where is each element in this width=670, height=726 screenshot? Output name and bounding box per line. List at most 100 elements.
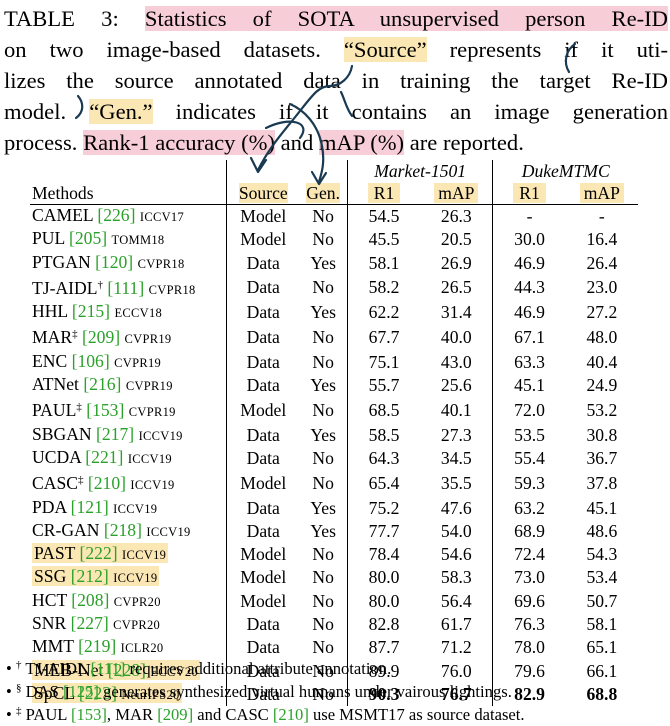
method-name: ATNet [216] CVPR19 bbox=[32, 374, 173, 395]
cell-duke-map: 16.4 bbox=[586, 229, 618, 250]
caption-highlight-source: “Source” bbox=[343, 37, 427, 62]
cell-market-map: 20.5 bbox=[440, 229, 472, 250]
cell-market-r1: 58.1 bbox=[368, 252, 400, 273]
cell-market-map: 35.5 bbox=[440, 472, 472, 493]
cell-duke-r1: 67.1 bbox=[492, 324, 566, 351]
cell-method: PDA [121] ICCV19 bbox=[30, 497, 227, 520]
method-citation: [223] bbox=[78, 682, 117, 703]
cell-source: Data bbox=[226, 636, 300, 660]
table-row: CAMEL [226] ICCV17 Model No 54.5 26.3- - bbox=[30, 204, 638, 229]
cell-source: Data bbox=[226, 659, 300, 683]
cell-market-map: 56.4 bbox=[440, 590, 472, 611]
method-venue: CVPR18 bbox=[148, 282, 196, 297]
method-name: HCT [208] CVPR20 bbox=[32, 589, 161, 610]
cell-market-map: 31.4 bbox=[440, 302, 472, 323]
cell-market-map: 27.3 bbox=[440, 424, 472, 445]
caption-highlight-1: Statistics of SOTA unsupervised person R… bbox=[144, 6, 668, 31]
table-row: SpCL [223] NeurIPS20 Data No 90.3 76.7 82.9 68… bbox=[30, 682, 638, 707]
cell-duke-map: 53.2 bbox=[586, 399, 618, 420]
cell-duke-r1: 63.3 bbox=[492, 350, 566, 375]
cell-method: CR-GAN [218] ICCV19 bbox=[30, 520, 227, 543]
method-name: PDA [121] ICCV19 bbox=[32, 496, 158, 517]
cell-method: CAMEL [226] ICCV17 bbox=[30, 205, 227, 229]
cell-market-map: 71.2 bbox=[440, 637, 472, 658]
cell-market-r1: 54.5 bbox=[368, 206, 400, 226]
caption-highlight-map: mAP (%) bbox=[318, 130, 405, 155]
method-venue: CVPR19 bbox=[124, 332, 172, 347]
method-venue: ICCV19 bbox=[127, 451, 172, 466]
cell-source: Data bbox=[226, 350, 300, 375]
table-header-datasets: Market-1501 DukeMTMC bbox=[30, 160, 638, 182]
table-row: MEB-Net [228] ECCV20 Data No 89.9 76.0 79.6 66… bbox=[30, 659, 638, 683]
cell-duke-map: 37.8 bbox=[586, 472, 618, 493]
cell-method: PUL [205] TOMM18 bbox=[30, 228, 227, 251]
cell-market-map: 26.9 bbox=[440, 252, 472, 273]
cell-duke-map: - bbox=[598, 206, 605, 226]
caption-line-2: on two image-based datasets. “Source” re… bbox=[4, 37, 668, 62]
method-name: UCDA [221] ICCV19 bbox=[32, 446, 172, 467]
method-name: MAR‡ [209] CVPR19 bbox=[32, 327, 172, 348]
header-market-map: mAP bbox=[420, 182, 493, 205]
caption-highlight-rank1: Rank-1 accuracy (%) bbox=[83, 130, 275, 155]
cell-source: Data bbox=[226, 613, 300, 637]
table-row: TJ-AIDL† [111] CVPR18 Data No 58.2 26.5 44.3 2… bbox=[30, 274, 638, 302]
cell-market-r1: 45.5 bbox=[368, 229, 400, 250]
footnote-section: • § DAS [125] generates synthesized virt… bbox=[6, 682, 512, 701]
method-venue: ICCV19 bbox=[138, 428, 183, 443]
method-name: HHL [215] ECCV18 bbox=[32, 301, 163, 322]
cell-duke-r1: 46.9 bbox=[492, 301, 566, 325]
cell-market-r1: 65.4 bbox=[368, 472, 400, 493]
cell-duke-r1: 78.0 bbox=[492, 636, 566, 660]
table-row: SBGAN [217] ICCV19 Data Yes 58.5 27.3 53.5 30.… bbox=[30, 423, 638, 447]
cell-duke-r1: 69.6 bbox=[492, 589, 566, 614]
method-venue: CVPR20 bbox=[113, 594, 161, 609]
cell-method: CASC‡ [210] ICCV19 bbox=[30, 470, 227, 496]
cell-gen: No bbox=[299, 204, 348, 229]
method-citation: [218] bbox=[103, 519, 142, 540]
method-citation: [222] bbox=[79, 543, 118, 564]
cell-duke-map: 48.0 bbox=[586, 326, 618, 347]
table-row: MMT [219] ICLR20 Data No 87.7 71.2 78.0 65.1 bbox=[30, 636, 638, 660]
cell-duke-map: 58.1 bbox=[586, 614, 618, 635]
cell-duke-map: 30.8 bbox=[586, 424, 618, 445]
caption-label: TABLE 3: bbox=[4, 6, 119, 31]
cell-gen: No bbox=[299, 636, 348, 660]
table-row: HHL [215] ECCV18 Data Yes 62.2 31.4 46.9 27.2 bbox=[30, 301, 638, 325]
cell-market-map: 76.0 bbox=[440, 660, 472, 681]
table-row: CR-GAN [218] ICCV19 Data Yes 77.7 54.0 68.9 48… bbox=[30, 519, 638, 544]
method-citation: [209] bbox=[82, 327, 121, 348]
cell-duke-r1: 46.9 bbox=[492, 251, 566, 275]
cell-market-map: 40.0 bbox=[440, 326, 472, 347]
cell-duke-r1: 82.9 bbox=[492, 682, 566, 707]
cell-source: Data bbox=[226, 682, 300, 707]
method-venue: ICCV19 bbox=[113, 571, 158, 586]
cell-gen: No bbox=[299, 682, 348, 707]
method-venue: ICCV19 bbox=[122, 548, 167, 563]
table-row: CASC‡ [210] ICCV19 Model No 65.4 35.5 59.3 37.… bbox=[30, 470, 638, 497]
cell-duke-map: 68.8 bbox=[586, 683, 618, 704]
cell-gen: No bbox=[299, 543, 348, 567]
method-name: SBGAN [217] ICCV19 bbox=[32, 423, 183, 444]
cell-source: Model bbox=[226, 543, 300, 567]
cell-duke-map: 50.7 bbox=[586, 590, 618, 611]
method-name: PAST [222] ICCV19 bbox=[32, 543, 169, 564]
cell-method: MMT [219] ICLR20 bbox=[30, 636, 227, 659]
cell-gen: Yes bbox=[299, 374, 348, 398]
cell-method: TJ-AIDL† [111] CVPR18 bbox=[30, 275, 227, 301]
table-row: PAST [222] ICCV19 Model No 78.4 54.6 72.4 54.3 bbox=[30, 543, 638, 567]
cell-source: Data bbox=[226, 251, 300, 275]
cell-source: Data bbox=[226, 446, 300, 471]
cell-method: SBGAN [217] ICCV19 bbox=[30, 424, 227, 447]
cell-duke-r1: 44.3 bbox=[492, 274, 566, 302]
cell-market-r1: 82.8 bbox=[368, 614, 400, 635]
table-row: UCDA [221] ICCV19 Data No 64.3 34.5 55.4 36.7 bbox=[30, 446, 638, 471]
method-venue: ECCV18 bbox=[114, 306, 163, 321]
cell-source: Data bbox=[226, 496, 300, 520]
cell-market-map: 47.6 bbox=[440, 497, 472, 518]
caption-line-4: model. “Gen.” indicates if it contains a… bbox=[4, 99, 668, 124]
cell-source: Data bbox=[226, 324, 300, 351]
method-venue: ICCV17 bbox=[139, 210, 185, 224]
footnote-ddagger: • ‡ PAUL [153], MAR [209] and CASC [210]… bbox=[6, 705, 525, 724]
cell-method: ATNet [216] CVPR19 bbox=[30, 374, 227, 397]
cell-market-r1: 67.7 bbox=[368, 326, 400, 347]
